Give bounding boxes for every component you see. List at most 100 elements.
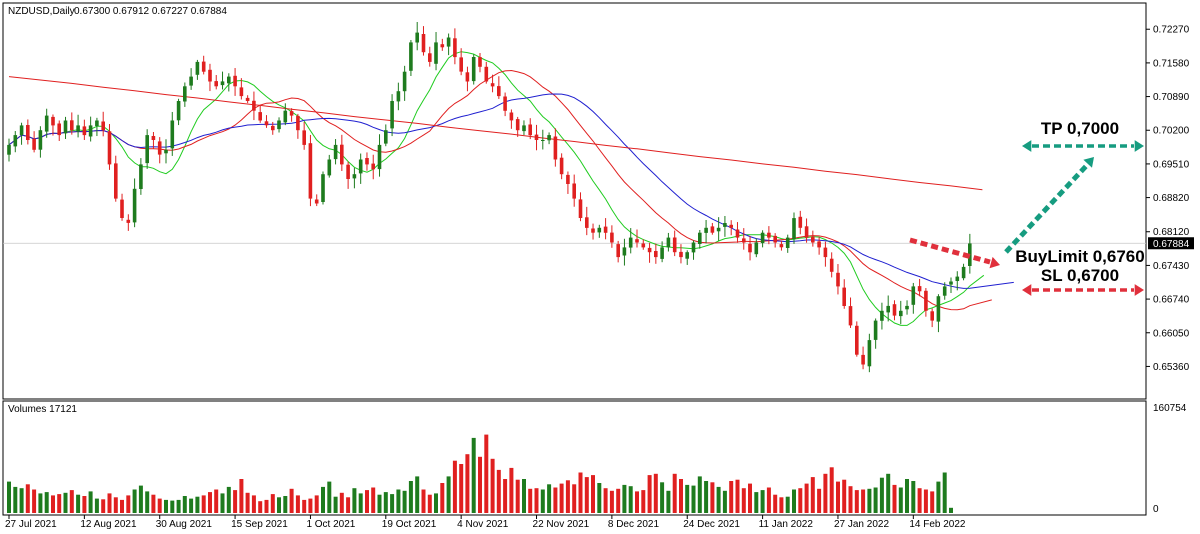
volume-bar (496, 469, 501, 513)
candle (760, 230, 765, 248)
volume-bar (905, 479, 909, 513)
volume-bar (735, 479, 740, 513)
volume-bar (57, 494, 62, 513)
tp-right-arrowhead (1134, 140, 1144, 152)
volume-bar (346, 497, 351, 513)
candle (352, 167, 357, 189)
volume-bar (597, 483, 602, 513)
candle (729, 220, 733, 236)
volume-bar (867, 488, 872, 513)
volume-bar (396, 489, 401, 513)
candle (176, 98, 181, 126)
candle (227, 73, 231, 92)
volume-bar (854, 490, 859, 513)
candle (553, 128, 558, 167)
candle (672, 230, 677, 257)
volume-bar (823, 473, 828, 513)
volume-bar (848, 486, 853, 513)
candle (201, 55, 206, 75)
sl-right-arrowhead (1134, 284, 1144, 296)
volume-bar (88, 491, 93, 513)
candle (528, 118, 532, 140)
candle (735, 222, 740, 243)
volume-bar (245, 492, 250, 513)
candle (164, 139, 168, 164)
candle (559, 153, 564, 180)
volume-bar (63, 492, 68, 513)
candle (170, 111, 175, 156)
volume-bar (565, 480, 570, 513)
volume-bar (591, 475, 595, 513)
candle (817, 237, 821, 255)
candle (283, 103, 288, 126)
volume-bar (792, 489, 796, 513)
candle (189, 68, 193, 90)
date-tick-label: 1 Oct 2021 (306, 519, 355, 530)
candle (157, 137, 162, 164)
volume-bar (886, 473, 891, 513)
volume-bar (836, 481, 840, 513)
candle (566, 171, 570, 194)
volume-bar (402, 490, 407, 513)
candle (151, 132, 156, 149)
volume-bar (917, 488, 922, 513)
candle (823, 241, 828, 267)
volume-bar (773, 494, 778, 513)
volume-bar (949, 507, 953, 513)
candle (622, 238, 627, 266)
volume-bar (572, 484, 577, 513)
volume-bar (722, 490, 727, 513)
candle (264, 115, 269, 128)
candlesticks (7, 21, 972, 373)
volume-bar (321, 486, 325, 513)
volume-bar (879, 477, 884, 513)
sl-left-arrowhead (1022, 284, 1032, 296)
volume-axis: 160754 0 (1153, 403, 1187, 515)
volume-bar (515, 479, 520, 513)
candle (742, 228, 746, 250)
date-tick-label: 30 Aug 2021 (156, 519, 213, 530)
candle (867, 333, 872, 373)
candle (88, 116, 93, 142)
candle (239, 78, 244, 100)
candle (289, 108, 294, 122)
candle (70, 112, 74, 135)
volume-bar (76, 494, 81, 513)
candle (899, 300, 903, 325)
candle (44, 108, 49, 138)
candle (271, 121, 275, 135)
candle (132, 178, 137, 228)
volume-bar (145, 491, 150, 513)
candle (478, 52, 482, 73)
candle (503, 92, 507, 117)
date-tick-label: 11 Jan 2022 (759, 519, 814, 530)
volume-bar (358, 493, 363, 513)
price-tick-label: 0.67430 (1153, 261, 1190, 272)
volume-bar (415, 476, 420, 513)
tp-target-arrowhead (1083, 157, 1094, 168)
candle (635, 229, 639, 248)
volume-bar (528, 488, 533, 513)
candle (440, 38, 445, 51)
volume-bar (390, 494, 395, 513)
volume-bar (748, 483, 752, 513)
volume-bar (478, 456, 482, 513)
volume-bar (716, 486, 721, 513)
candle (955, 271, 960, 291)
candle (453, 28, 457, 65)
volume-bar (427, 494, 432, 513)
candle (421, 26, 426, 56)
volume-bar (164, 499, 168, 513)
volume-bar (547, 484, 552, 513)
candle (465, 66, 470, 92)
volume-bar (760, 490, 765, 513)
volume-bar (798, 488, 803, 513)
volume-bar (559, 483, 564, 513)
volume-bar (923, 489, 928, 513)
candle (572, 174, 576, 207)
volume-bar (810, 477, 815, 513)
volume-bar (377, 494, 382, 513)
candle (628, 228, 633, 254)
